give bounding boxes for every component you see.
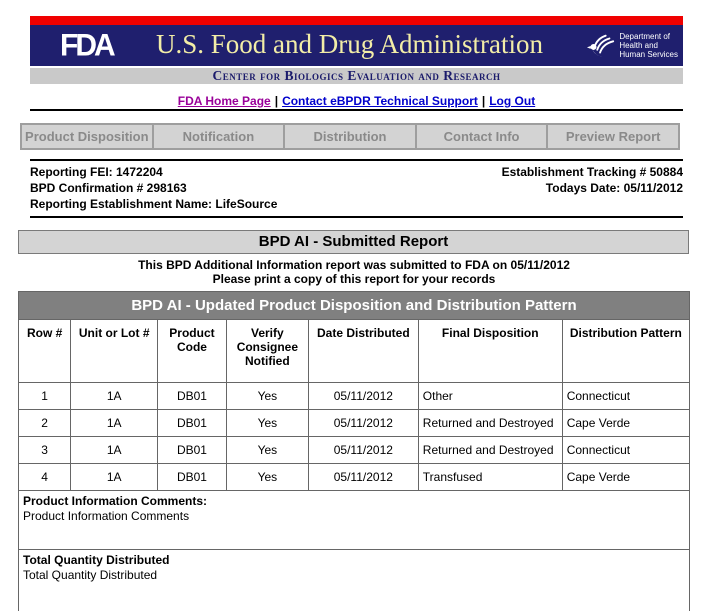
tab-bar: Product Disposition Notification Distrib… <box>20 123 680 150</box>
reporting-fei: Reporting FEI: 1472204 <box>30 165 163 179</box>
tab-contact-info[interactable]: Contact Info <box>417 125 549 148</box>
cell-distribution-pattern: Connecticut <box>561 436 691 464</box>
cell-date-distributed: 05/11/2012 <box>307 409 419 437</box>
fda-logo: FDA <box>60 27 116 63</box>
table-row: 4 1A DB01 Yes 05/11/2012 Transfused Cape… <box>17 463 691 491</box>
hhs-line1: Department of <box>619 32 671 41</box>
cell-row-number: 3 <box>17 436 72 464</box>
cell-final-disposition: Transfused <box>417 463 563 491</box>
comments-cell: Product Information Comments: Product In… <box>18 490 690 550</box>
hhs-eagle-icon <box>587 34 615 57</box>
cell-verify-consignee: Yes <box>225 409 309 437</box>
cell-product-code: DB01 <box>157 409 227 437</box>
red-top-bar <box>30 16 683 25</box>
link-log-out[interactable]: Log Out <box>489 94 536 108</box>
cell-unit-or-lot: 1A <box>70 409 159 437</box>
cell-distribution-pattern: Cape Verde <box>561 463 691 491</box>
cell-row-number: 4 <box>17 463 72 491</box>
cell-unit-or-lot: 1A <box>70 436 159 464</box>
horizontal-rule <box>30 109 683 111</box>
hhs-line2: Health and <box>619 41 659 50</box>
table-title-row: BPD AI - Updated Product Disposition and… <box>18 291 690 320</box>
establishment-tracking: Establishment Tracking # 50884 <box>501 165 683 179</box>
col-header-product-code: Product Code <box>157 319 227 383</box>
report-info: Reporting FEI: 1472204 BPD Confirmation … <box>30 159 683 218</box>
total-quantity-value: Total Quantity Distributed <box>23 568 158 582</box>
navy-banner: FDA U.S. Food and Drug Administration De… <box>30 25 683 66</box>
tab-product-disposition[interactable]: Product Disposition <box>22 125 154 148</box>
submitted-report-title: BPD AI - Submitted Report <box>18 230 689 254</box>
col-header-date-distributed: Date Distributed <box>307 319 419 383</box>
cell-row-number: 2 <box>17 409 72 437</box>
banner-divider <box>30 66 683 68</box>
table-row: 2 1A DB01 Yes 05/11/2012 Returned and De… <box>17 409 691 437</box>
col-header-final-disposition: Final Disposition <box>417 319 563 383</box>
cell-final-disposition: Returned and Destroyed <box>417 409 563 437</box>
col-header-distribution-pattern: Distribution Pattern <box>561 319 691 383</box>
report-info-right: Establishment Tracking # 50884 Todays Da… <box>502 164 683 212</box>
col-header-row-number: Row # <box>17 319 72 383</box>
tab-distribution[interactable]: Distribution <box>285 125 417 148</box>
table-row: 1 1A DB01 Yes 05/11/2012 Other Connectic… <box>17 382 691 410</box>
submitted-note: This BPD Additional Information report w… <box>18 258 690 286</box>
hhs-logo: Department of Health and Human Services <box>586 31 678 61</box>
cell-unit-or-lot: 1A <box>70 463 159 491</box>
submitted-line2: Please print a copy of this report for y… <box>212 272 496 286</box>
cell-product-code: DB01 <box>157 382 227 410</box>
cell-row-number: 1 <box>17 382 72 410</box>
cell-distribution-pattern: Connecticut <box>561 382 691 410</box>
total-quantity-row: Total Quantity Distributed Total Quantit… <box>18 549 690 611</box>
table-row: 3 1A DB01 Yes 05/11/2012 Returned and De… <box>17 436 691 464</box>
todays-date: Todays Date: 05/11/2012 <box>545 181 683 195</box>
bpd-confirmation: BPD Confirmation # 298163 <box>30 181 187 195</box>
total-quantity-cell: Total Quantity Distributed Total Quantit… <box>18 549 690 611</box>
cell-unit-or-lot: 1A <box>70 382 159 410</box>
fda-banner: FDA U.S. Food and Drug Administration De… <box>30 16 683 84</box>
cell-date-distributed: 05/11/2012 <box>307 463 419 491</box>
table-header-row: Row # Unit or Lot # Product Code Verify … <box>17 319 691 383</box>
link-separator: | <box>481 94 486 108</box>
center-subtitle-bar: Center for Biologics Evaluation and Rese… <box>30 68 683 84</box>
cell-verify-consignee: Yes <box>225 436 309 464</box>
total-quantity-label: Total Quantity Distributed <box>23 553 170 567</box>
comments-label: Product Information Comments: <box>23 494 208 508</box>
cell-date-distributed: 05/11/2012 <box>307 382 419 410</box>
hhs-line3: Human Services <box>619 50 678 59</box>
cell-verify-consignee: Yes <box>225 382 309 410</box>
comments-value: Product Information Comments <box>23 509 190 523</box>
tab-preview-report[interactable]: Preview Report <box>565 129 661 144</box>
cell-final-disposition: Returned and Destroyed <box>417 436 563 464</box>
cell-verify-consignee: Yes <box>225 463 309 491</box>
banner-title: U.S. Food and Drug Administration <box>155 29 543 59</box>
disposition-table: BPD AI - Updated Product Disposition and… <box>17 291 691 611</box>
submitted-line1: This BPD Additional Information report w… <box>138 258 570 272</box>
report-info-left: Reporting FEI: 1472204 BPD Confirmation … <box>30 164 277 212</box>
reporting-establishment-name: Reporting Establishment Name: LifeSource <box>30 197 278 211</box>
cell-product-code: DB01 <box>157 463 227 491</box>
cell-date-distributed: 05/11/2012 <box>307 436 419 464</box>
link-separator: | <box>274 94 279 108</box>
cell-distribution-pattern: Cape Verde <box>561 409 691 437</box>
link-fda-home-page[interactable]: FDA Home Page <box>177 94 271 108</box>
hhs-label: Department of Health and Human Services <box>619 32 678 59</box>
cell-product-code: DB01 <box>157 436 227 464</box>
tab-notification[interactable]: Notification <box>154 125 286 148</box>
cell-final-disposition: Other <box>417 382 563 410</box>
nav-links: FDA Home Page | Contact eBPDR Technical Su… <box>30 94 683 108</box>
table-title: BPD AI - Updated Product Disposition and… <box>18 291 690 320</box>
col-header-unit-or-lot: Unit or Lot # <box>70 319 159 383</box>
col-header-verify-consignee: Verify Consignee Notified <box>225 319 309 383</box>
comments-row: Product Information Comments: Product In… <box>18 490 690 550</box>
link-contact-support[interactable]: Contact eBPDR Technical Support <box>282 94 478 108</box>
